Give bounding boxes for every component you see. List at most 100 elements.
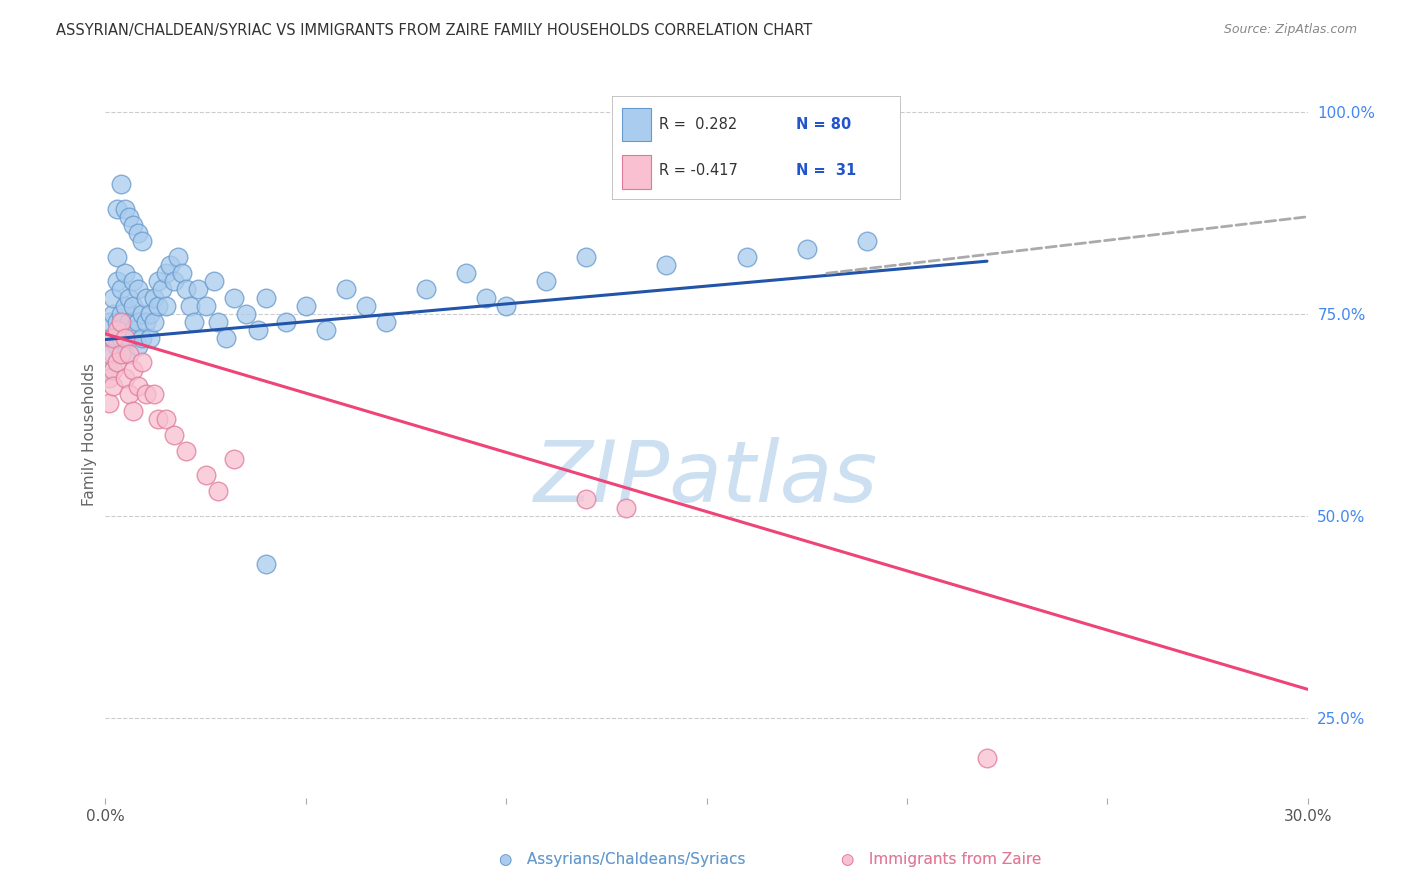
- Point: [114, 202, 136, 216]
- Point: [183, 315, 205, 329]
- Point: [114, 299, 136, 313]
- Point: [214, 331, 236, 345]
- Point: [575, 492, 598, 507]
- Text: ○   Assyrians/Chaldeans/Syriacs: ○ Assyrians/Chaldeans/Syriacs: [499, 852, 745, 867]
- Point: [295, 299, 318, 313]
- Text: Source: ZipAtlas.com: Source: ZipAtlas.com: [1223, 23, 1357, 37]
- Point: [114, 323, 136, 337]
- Point: [475, 291, 498, 305]
- Point: [135, 315, 157, 329]
- Point: [103, 379, 125, 393]
- Point: [315, 323, 337, 337]
- Point: [107, 202, 129, 216]
- Point: [110, 282, 132, 296]
- Point: [103, 307, 125, 321]
- Point: [194, 299, 217, 313]
- Text: N = 80: N = 80: [796, 117, 851, 132]
- Point: [131, 355, 153, 369]
- Text: N =  31: N = 31: [796, 163, 856, 178]
- Point: [110, 347, 132, 361]
- Point: [142, 291, 165, 305]
- Point: [131, 234, 153, 248]
- Point: [103, 291, 125, 305]
- Text: ASSYRIAN/CHALDEAN/SYRIAC VS IMMIGRANTS FROM ZAIRE FAMILY HOUSEHOLDS CORRELATION : ASSYRIAN/CHALDEAN/SYRIAC VS IMMIGRANTS F…: [56, 23, 813, 38]
- Point: [454, 266, 477, 280]
- Point: [202, 274, 225, 288]
- Point: [796, 242, 818, 256]
- Point: [166, 250, 188, 264]
- Point: [118, 347, 141, 361]
- Point: [103, 331, 125, 345]
- Point: [122, 218, 145, 232]
- Point: [146, 274, 169, 288]
- Point: [110, 315, 132, 329]
- Point: [254, 291, 277, 305]
- Point: [118, 331, 141, 345]
- Point: [127, 226, 149, 240]
- Point: [274, 315, 297, 329]
- Point: [127, 339, 149, 353]
- Point: [135, 291, 157, 305]
- Point: [655, 258, 678, 272]
- Y-axis label: Family Households: Family Households: [82, 363, 97, 507]
- Text: ZIPatlas: ZIPatlas: [534, 437, 879, 520]
- Point: [114, 371, 136, 385]
- Point: [103, 363, 125, 377]
- Point: [575, 250, 598, 264]
- Point: [155, 299, 177, 313]
- Point: [122, 274, 145, 288]
- Point: [114, 347, 136, 361]
- Point: [110, 307, 132, 321]
- Point: [354, 299, 377, 313]
- Text: R =  0.282: R = 0.282: [659, 117, 737, 132]
- Point: [98, 347, 121, 361]
- Point: [495, 299, 517, 313]
- Point: [114, 331, 136, 345]
- Point: [142, 387, 165, 401]
- Point: [107, 323, 129, 337]
- Point: [235, 307, 257, 321]
- Point: [174, 444, 197, 458]
- Point: [103, 331, 125, 345]
- Text: R = -0.417: R = -0.417: [659, 163, 738, 178]
- Text: ●   Immigrants from Zaire: ● Immigrants from Zaire: [841, 852, 1042, 867]
- Point: [110, 331, 132, 345]
- Point: [98, 371, 121, 385]
- Point: [155, 266, 177, 280]
- Point: [122, 403, 145, 417]
- Point: [138, 331, 160, 345]
- Point: [131, 331, 153, 345]
- Point: [127, 282, 149, 296]
- Point: [122, 299, 145, 313]
- Point: [98, 363, 121, 377]
- Point: [162, 274, 184, 288]
- Point: [98, 395, 121, 409]
- Point: [127, 379, 149, 393]
- Point: [107, 315, 129, 329]
- Point: [159, 258, 181, 272]
- Point: [114, 266, 136, 280]
- Point: [110, 178, 132, 192]
- Point: [174, 282, 197, 296]
- Point: [107, 274, 129, 288]
- Point: [127, 315, 149, 329]
- Point: [855, 234, 877, 248]
- Point: [335, 282, 357, 296]
- Point: [194, 468, 217, 483]
- Point: [107, 355, 129, 369]
- Point: [170, 266, 193, 280]
- Point: [122, 363, 145, 377]
- Point: [98, 315, 121, 329]
- Point: [155, 411, 177, 425]
- Point: [534, 274, 557, 288]
- Point: [162, 428, 184, 442]
- Point: [222, 452, 245, 467]
- Point: [131, 307, 153, 321]
- Point: [138, 307, 160, 321]
- Bar: [621, 108, 651, 142]
- Point: [207, 484, 229, 499]
- Point: [616, 500, 638, 515]
- Point: [207, 315, 229, 329]
- Point: [696, 145, 718, 160]
- Point: [135, 387, 157, 401]
